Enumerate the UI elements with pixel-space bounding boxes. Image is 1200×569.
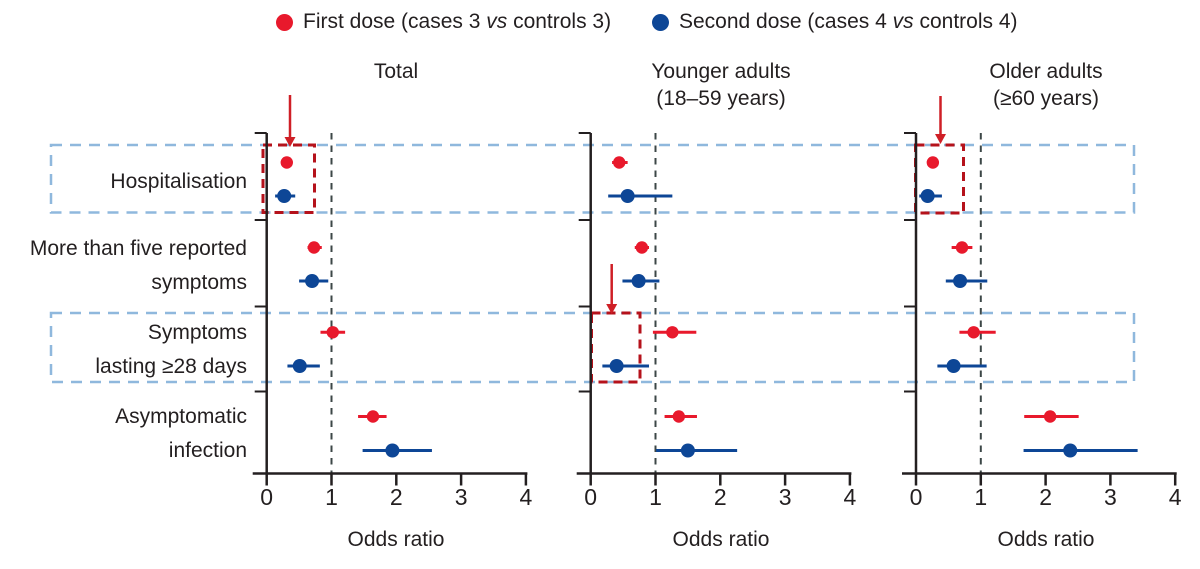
annotation-arrow-head [935, 134, 946, 144]
x-axis-title-total: Odds ratio [347, 528, 445, 551]
first-dose-point [366, 410, 380, 423]
second-dose-point [946, 359, 961, 373]
first-dose-point [635, 241, 649, 254]
first-dose-point [280, 156, 293, 169]
first-dose-point [666, 326, 679, 339]
panel-title-total: Total [373, 60, 419, 83]
first-dose-point [967, 326, 980, 339]
first-dose-point [307, 241, 321, 254]
x-tick-label: 4 [520, 484, 533, 510]
highlight-cell-box [914, 143, 965, 215]
x-tick-label: 0 [260, 484, 273, 510]
annotation-arrow-head [284, 137, 296, 147]
x-tick-label: 3 [779, 484, 792, 510]
legend-item-second-dose: Second dose (cases 4 vs controls 4) [652, 10, 1018, 34]
first-dose-point [613, 156, 626, 169]
x-tick-label: 3 [455, 484, 468, 510]
first-dose-point [326, 326, 339, 339]
x-tick-label: 4 [844, 484, 857, 510]
row-label-asymptomatic-infection: Asymptomatic infection [115, 405, 247, 462]
second-dose-point [385, 443, 400, 458]
second-dose-point [277, 189, 292, 203]
x-tick-label: 1 [649, 484, 662, 510]
second-dose-point [920, 189, 935, 203]
second-dose-dot-icon [652, 13, 669, 31]
first-dose-point [955, 241, 969, 254]
legend-item-first-dose: First dose (cases 3 vs controls 3) [276, 10, 611, 34]
x-tick-label: 0 [910, 484, 923, 510]
legend-label-first: First dose (cases 3 vs controls 3) [303, 10, 612, 33]
row-label-more-than-five-symptoms: More than five reported symptoms [29, 237, 247, 294]
panel-title-older-adults: Older adults (≥60 years) [989, 60, 1103, 110]
first-dose-point [672, 410, 686, 423]
row-label-symptoms-28-days: Symptoms lasting ≥28 days [95, 321, 247, 378]
second-dose-point [953, 274, 968, 288]
second-dose-point [305, 274, 320, 288]
second-dose-point [631, 274, 646, 288]
highlight-cell-box [261, 143, 316, 214]
second-dose-point [680, 443, 695, 458]
x-tick-label: 3 [1104, 484, 1117, 510]
legend-label-second: Second dose (cases 4 vs controls 4) [679, 10, 1018, 33]
x-axis-title-older: Odds ratio [997, 528, 1095, 551]
x-tick-label: 4 [1169, 484, 1182, 510]
x-axis-title-younger: Odds ratio [672, 528, 770, 551]
x-tick-label: 2 [1039, 484, 1052, 510]
panel-title-younger-adults: Younger adults (18–59 years) [651, 60, 791, 110]
first-dose-dot-icon [276, 13, 293, 31]
x-tick-label: 2 [714, 484, 727, 510]
annotation-arrow-head [606, 304, 618, 314]
x-tick-label: 1 [974, 484, 987, 510]
second-dose-point [620, 189, 635, 203]
x-tick-label: 1 [325, 484, 338, 510]
first-dose-point [926, 156, 940, 169]
highlight-row-box [49, 143, 1136, 214]
second-dose-point [292, 359, 307, 373]
x-tick-label: 0 [584, 484, 597, 510]
second-dose-point [609, 359, 624, 373]
x-tick-label: 2 [390, 484, 403, 510]
first-dose-point [1043, 410, 1057, 423]
row-label-hospitalisation: Hospitalisation [110, 170, 247, 193]
second-dose-point [1063, 443, 1078, 458]
